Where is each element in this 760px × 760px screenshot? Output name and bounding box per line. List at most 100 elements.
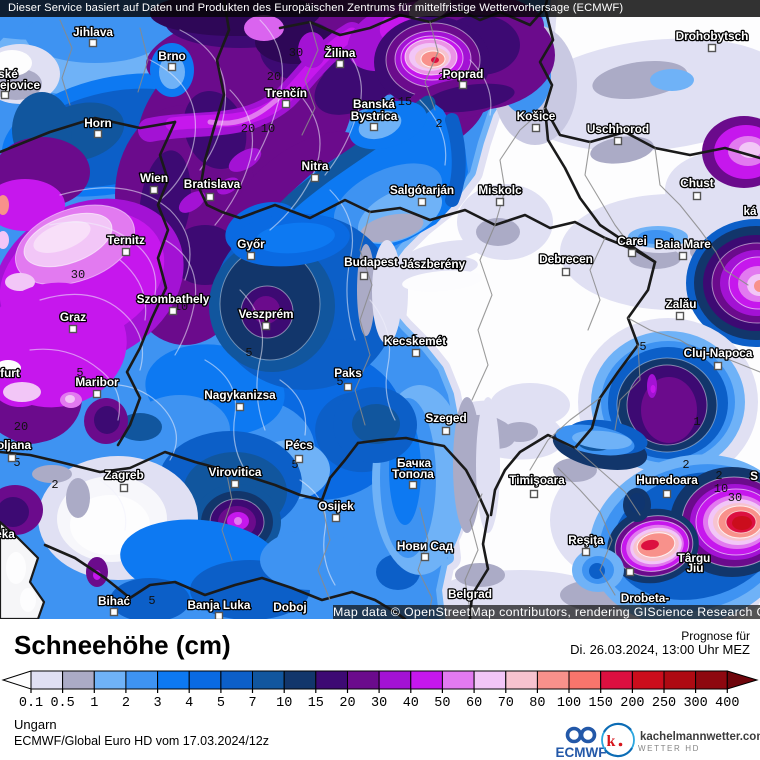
svg-text:5: 5 [148, 594, 155, 608]
svg-text:Jihlava: Jihlava [73, 25, 113, 39]
svg-text:70: 70 [498, 696, 514, 711]
svg-text:Zalău: Zalău [666, 297, 697, 311]
svg-text:100: 100 [557, 696, 581, 711]
svg-text:Wien: Wien [140, 171, 168, 185]
svg-text:Poprad: Poprad [443, 67, 484, 81]
svg-text:Carei: Carei [617, 234, 647, 248]
svg-text:Paks: Paks [334, 366, 362, 380]
svg-text:10: 10 [714, 482, 728, 496]
svg-text:Virovitica: Virovitica [209, 465, 262, 479]
svg-text:Debrecen: Debrecen [539, 252, 593, 266]
svg-text:Топола: Топола [392, 467, 434, 481]
svg-text:15: 15 [398, 95, 412, 109]
svg-text:30: 30 [71, 268, 85, 282]
svg-text:20: 20 [14, 420, 28, 434]
svg-text:Veszprém: Veszprém [238, 307, 293, 321]
svg-text:Budapest: Budapest [344, 255, 398, 269]
svg-text:ká: ká [743, 204, 757, 218]
svg-text:Ternitz: Ternitz [107, 233, 145, 247]
svg-text:Nagykanizsa: Nagykanizsa [204, 388, 276, 402]
svg-text:Doboj: Doboj [273, 600, 306, 614]
svg-text:Pécs: Pécs [285, 438, 313, 452]
svg-text:300: 300 [683, 696, 707, 711]
svg-text:10: 10 [276, 696, 292, 711]
svg-text:4: 4 [185, 696, 193, 711]
svg-text:20: 20 [241, 122, 255, 136]
svg-text:Drohobytsch: Drohobytsch [676, 29, 749, 43]
svg-text:5: 5 [217, 696, 225, 711]
svg-text:furt: furt [0, 366, 20, 380]
svg-text:Hunedoara: Hunedoara [636, 473, 698, 487]
svg-text:2: 2 [316, 158, 323, 172]
svg-text:oljana: oljana [0, 438, 31, 452]
svg-text:400: 400 [715, 696, 739, 711]
svg-text:2: 2 [435, 117, 442, 131]
svg-text:Trenčín: Trenčín [265, 86, 307, 100]
svg-text:0.1: 0.1 [19, 696, 43, 711]
svg-text:Osijek: Osijek [318, 499, 354, 513]
svg-text:10: 10 [261, 122, 275, 136]
svg-text:eka: eka [0, 527, 15, 541]
svg-text:200: 200 [620, 696, 644, 711]
svg-text:Jiu: Jiu [686, 561, 703, 575]
svg-text:5: 5 [411, 332, 418, 346]
svg-text:250: 250 [652, 696, 676, 711]
svg-text:20: 20 [438, 70, 452, 84]
svg-text:Banja Luka: Banja Luka [188, 598, 251, 612]
svg-text:S: S [750, 469, 758, 483]
svg-text:7: 7 [248, 696, 256, 711]
svg-text:Bystrica: Bystrica [351, 109, 398, 123]
svg-text:Salgótarján: Salgótarján [390, 183, 454, 197]
svg-text:Horn: Horn [84, 116, 112, 130]
svg-text:30: 30 [289, 46, 303, 60]
svg-text:150: 150 [589, 696, 613, 711]
svg-text:Drobeta-: Drobeta- [621, 591, 670, 605]
svg-text:2: 2 [122, 696, 130, 711]
svg-text:Maribor: Maribor [75, 375, 119, 389]
svg-text:Jászberény: Jászberény [401, 257, 466, 271]
svg-text:Szombathely: Szombathely [137, 292, 210, 306]
svg-text:60: 60 [466, 696, 482, 711]
svg-text:5: 5 [639, 340, 646, 354]
svg-text:Bratislava: Bratislava [184, 177, 241, 191]
svg-text:Zagreb: Zagreb [104, 468, 143, 482]
svg-text:Бачка: Бачка [397, 456, 431, 470]
svg-text:1: 1 [90, 696, 98, 711]
svg-text:2: 2 [715, 469, 722, 483]
svg-text:WETTER HD: WETTER HD [638, 744, 700, 753]
svg-text:20: 20 [339, 696, 355, 711]
svg-text:0.5: 0.5 [50, 696, 74, 711]
svg-text:20: 20 [267, 70, 281, 84]
svg-text:5: 5 [336, 375, 343, 389]
svg-text:Baia Mare: Baia Mare [655, 237, 711, 251]
svg-text:Miskolc: Miskolc [478, 183, 522, 197]
svg-text:30: 30 [728, 491, 742, 505]
svg-text:k: k [607, 733, 616, 750]
svg-text:Cluj-Napoca: Cluj-Napoca [684, 346, 753, 360]
svg-text:Chust: Chust [680, 176, 713, 190]
svg-text:5: 5 [245, 346, 252, 360]
svg-text:Banská: Banská [353, 97, 395, 111]
svg-text:3: 3 [154, 696, 162, 711]
svg-text:kachelmannwetter.com: kachelmannwetter.com [640, 731, 760, 743]
svg-text:Žilina: Žilina [325, 46, 356, 60]
svg-text:5: 5 [76, 366, 83, 380]
svg-text:Uschhorod: Uschhorod [587, 122, 649, 136]
svg-text:Reşiţa: Reşiţa [568, 533, 604, 547]
svg-text:30: 30 [371, 696, 387, 711]
svg-text:Győr: Győr [237, 237, 265, 251]
svg-text:10: 10 [174, 300, 188, 314]
svg-text:Belgrad: Belgrad [448, 587, 492, 601]
svg-text:5: 5 [13, 456, 20, 470]
svg-text:Szeged: Szeged [425, 411, 466, 425]
svg-text:40: 40 [403, 696, 419, 711]
svg-text:Нови Сад: Нови Сад [397, 539, 454, 553]
svg-text:Nitra: Nitra [302, 159, 329, 173]
svg-text:1: 1 [693, 415, 700, 429]
svg-text:80: 80 [529, 696, 545, 711]
svg-text:50: 50 [434, 696, 450, 711]
svg-text:2: 2 [682, 458, 689, 472]
svg-text:Bihać: Bihać [98, 594, 131, 608]
svg-text:ejovice: ejovice [0, 78, 40, 92]
svg-text:Kecskemét: Kecskemét [384, 334, 446, 348]
